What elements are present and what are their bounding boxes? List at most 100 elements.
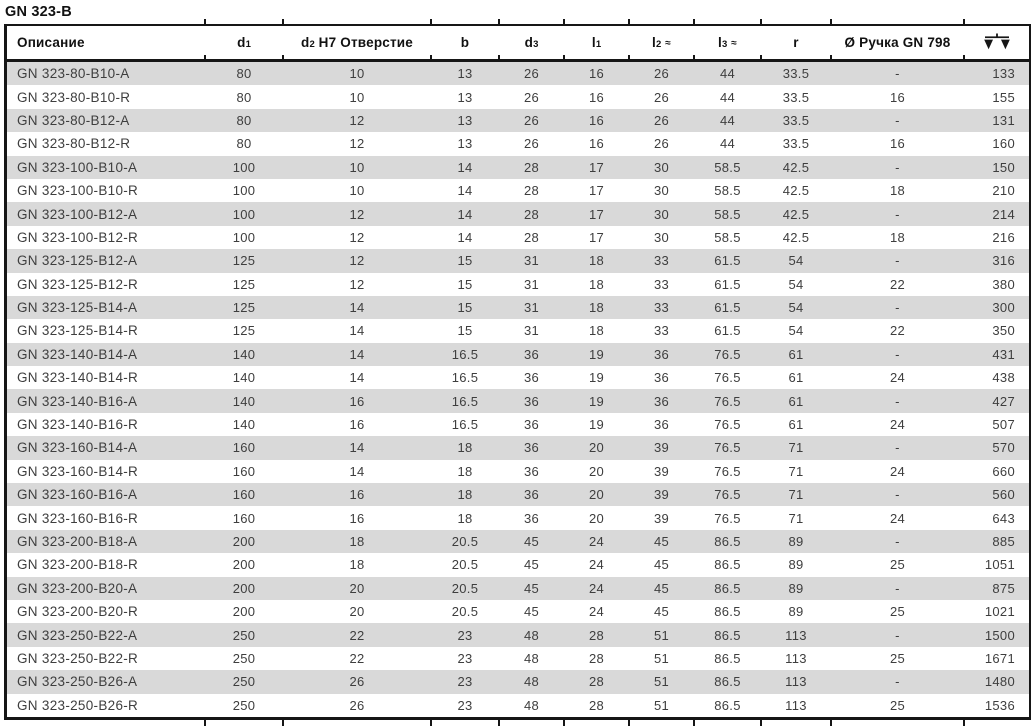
table-cell: 16: [349, 510, 365, 526]
table-cell: 25: [889, 557, 906, 573]
table-cell: 51: [629, 670, 694, 694]
table-cell: 22: [889, 323, 906, 339]
table-row: GN 323-200-B18-A 200 18 20.5 45 24 45 86.5 89-88…: [7, 529, 1029, 554]
table-cell: 250: [232, 697, 256, 713]
row-description: GN 323-250-B26-R: [17, 697, 139, 713]
table-cell: 660: [992, 463, 1015, 479]
table-cell: 25: [889, 650, 906, 666]
row-description: GN 323-80-B12-R: [17, 136, 131, 152]
table-cell: 643: [992, 510, 1015, 526]
column-boundary-tick: [430, 19, 432, 25]
table-cell: -: [831, 155, 964, 179]
column-boundary-tick: [830, 55, 832, 62]
table-cell: 300: [964, 295, 1029, 320]
table-cell: 13: [431, 108, 499, 133]
table-cell: 131: [964, 108, 1029, 133]
table-cell: 16.5: [451, 417, 479, 433]
table-cell: 58.5: [714, 229, 741, 245]
column-header-d3: d3: [499, 26, 564, 62]
table-row: GN 323-160-B14-R 160 14 18 36 20 39 76.5 71 24 660: [7, 460, 1029, 483]
table-cell: 36: [499, 389, 564, 413]
table-cell: 350: [992, 323, 1015, 339]
table-cell: 200: [232, 557, 256, 573]
table-cell: 28: [564, 670, 629, 694]
row-description: GN 323-100-B10-R: [17, 183, 139, 199]
table-cell: 13: [457, 136, 473, 152]
column-header-l2: l2 ≈: [629, 26, 694, 62]
table-cell: 33.5: [782, 89, 810, 105]
column-header-weight: [964, 26, 1029, 62]
table-cell: 86.5: [694, 670, 761, 694]
table-cell: 18: [588, 276, 605, 292]
table-cell: 26: [349, 697, 365, 713]
table-cell: 18: [564, 249, 629, 273]
table-cell: 18: [283, 529, 431, 554]
table-row: GN 323-80-B10-A 80 10 13 26 16 26 44 33.5-133: [7, 60, 1029, 86]
table-cell: 26: [653, 136, 670, 152]
table-cell: 16.5: [451, 370, 479, 386]
table-cell: 16: [564, 60, 629, 86]
row-description: GN 323-125-B12-A: [7, 249, 205, 273]
table-cell: 86.5: [694, 623, 761, 647]
table-row: GN 323-80-B12-A 80 12 13 26 16 26 44 33.5-131: [7, 108, 1029, 133]
table-row: GN 323-80-B12-R 80 12 13 26 16 26 44 33.5 16 160: [7, 132, 1029, 155]
table-cell: 30: [653, 229, 670, 245]
table-row: GN 323-140-B16-A 140 16 16.5 36 19 36 76.5 61-42…: [7, 389, 1029, 413]
table-cell: 61.5: [714, 323, 741, 339]
table-cell: 13: [457, 89, 473, 105]
table-cell: 18: [431, 436, 499, 460]
table-cell: 31: [499, 295, 564, 320]
table-cell: 45: [629, 529, 694, 554]
table-cell: 14: [349, 370, 365, 386]
table-cell: 44: [694, 108, 761, 133]
table-cell: 12: [349, 276, 365, 292]
table-cell: 570: [964, 436, 1029, 460]
table-cell: 15: [457, 276, 473, 292]
table-cell: 39: [653, 463, 670, 479]
table-cell: 80: [236, 89, 252, 105]
table-cell: 16: [283, 483, 431, 507]
table-cell: 100: [232, 229, 256, 245]
table-cell: 214: [964, 202, 1029, 226]
table-cell: 10: [349, 183, 365, 199]
row-description: GN 323-140-B16-A: [7, 389, 205, 413]
table-cell: 20: [564, 483, 629, 507]
table-cell: 20: [588, 463, 605, 479]
table-cell: 58.5: [694, 155, 761, 179]
table-cell: 24: [564, 576, 629, 600]
column-boundary-tick: [204, 717, 206, 726]
table-cell: 380: [992, 276, 1015, 292]
table-cell: 26: [499, 60, 564, 86]
table-cell: 36: [653, 417, 670, 433]
table-cell: 58.5: [694, 202, 761, 226]
table-cell: 140: [205, 389, 283, 413]
table-cell: 44: [719, 89, 736, 105]
table-cell: 17: [588, 229, 605, 245]
table-cell: 48: [523, 650, 540, 666]
table-cell: 20.5: [451, 557, 479, 573]
table-cell: 14: [283, 342, 431, 367]
table-cell: 12: [283, 249, 431, 273]
table-cell: 28: [523, 183, 540, 199]
table-cell: 86.5: [694, 576, 761, 600]
table-cell: 51: [629, 623, 694, 647]
table-cell: 20: [588, 510, 605, 526]
table-cell: 100: [232, 183, 256, 199]
table-cell: 45: [653, 604, 670, 620]
column-header-l1: l1: [564, 26, 629, 62]
table-cell: 80: [236, 136, 252, 152]
table-cell: 125: [232, 276, 256, 292]
row-description: GN 323-250-B22-A: [7, 623, 205, 647]
table-cell: 86.5: [694, 529, 761, 554]
table-cell: 30: [629, 202, 694, 226]
table-cell: 45: [523, 604, 540, 620]
row-description: GN 323-140-B14-R: [17, 370, 139, 386]
table-cell: 36: [499, 436, 564, 460]
page-title: GN 323-B: [5, 4, 72, 20]
table-cell: 48: [499, 670, 564, 694]
table-cell: 28: [499, 155, 564, 179]
table-cell: 1671: [984, 650, 1015, 666]
table-cell: 36: [499, 483, 564, 507]
table-cell: 16: [283, 389, 431, 413]
table-cell: 86.5: [714, 697, 741, 713]
